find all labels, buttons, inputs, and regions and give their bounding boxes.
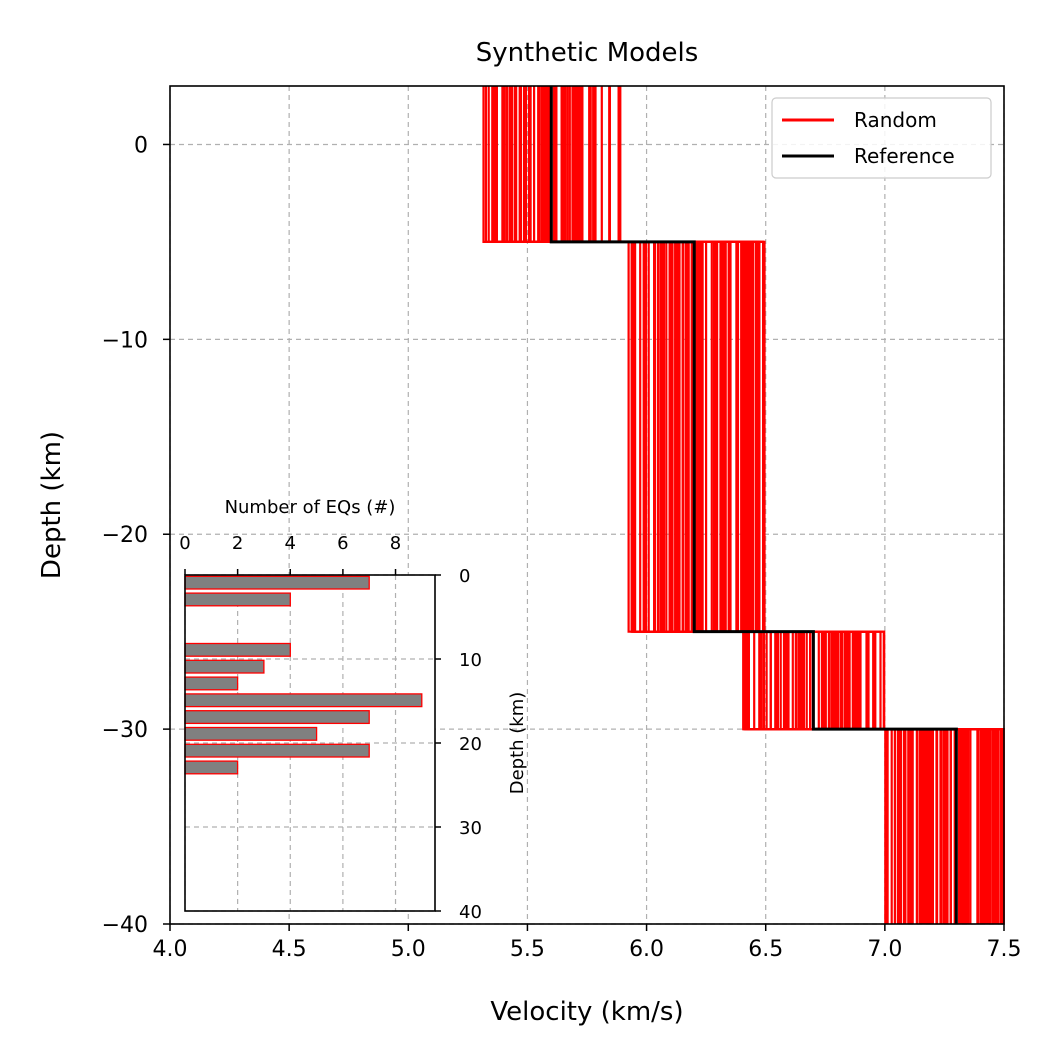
main-y-tick-label: −30 [102,718,148,743]
main-y-tick-label: −20 [102,523,148,548]
main-x-tick-label: 4.0 [153,937,188,962]
inset-x-tick-label: 0 [179,533,190,554]
inset-histogram-bar [184,659,265,674]
random-model-curve [553,86,901,924]
x-axis-label: Velocity (km/s) [490,997,683,1027]
inset-histogram-bar [184,676,239,691]
legend-random-label: Random [854,108,937,132]
random-model-curve [519,86,949,924]
main-x-tick-label: 7.0 [867,937,902,962]
chart-title: Synthetic Models [476,38,699,68]
inset-histogram-bar [184,642,291,657]
legend-reference-label: Reference [854,144,955,168]
main-x-tick-label: 5.5 [510,937,545,962]
inset-y-axis-label: Depth (km) [507,692,528,795]
main-y-tick-label: −10 [102,328,148,353]
inset-x-tick-label: 8 [390,533,401,554]
inset-x-tick-label: 6 [337,533,348,554]
inset-y-tick-label: 30 [459,818,482,839]
inset-histogram-bar [184,743,370,758]
main-y-tick-label: −40 [102,913,148,938]
inset-x-ticks: 0 2 4 6 8 [179,533,401,575]
inset-x-tick-label: 4 [285,533,296,554]
random-model-curve [542,86,921,924]
main-x-tick-label: 5.0 [391,937,426,962]
inset-y-tick-label: 10 [459,650,482,671]
inset-x-tick-label: 2 [232,533,243,554]
random-model-curve [541,86,923,924]
random-model-curve [578,86,903,924]
random-model-curve [555,86,900,924]
y-axis-label: Depth (km) [37,431,67,579]
main-x-tick-label: 7.5 [987,937,1022,962]
inset-y-ticks: 0 10 20 30 40 [435,566,482,923]
random-model-curve [572,86,1005,924]
reference-model-line [549,86,958,924]
inset-histogram-bar [184,710,370,725]
main-y-ticks: 0 −10 −20 −30 −40 [102,133,170,938]
main-y-tick-label: 0 [134,133,148,158]
inset-histogram: 0 2 4 6 8 0 10 20 30 40 Number of EQs (#) Depth … [179,497,528,923]
random-model-lines [482,86,1005,924]
inset-y-tick-label: 0 [459,566,470,587]
inset-histogram-bar [184,760,239,775]
main-axes-frame [169,85,1005,925]
inset-histogram-bar [184,592,291,607]
inset-histogram-bar [184,575,370,590]
legend-box [771,97,992,179]
random-model-curve [519,86,945,924]
inset-y-tick-label: 40 [459,902,482,923]
main-x-tick-label: 6.5 [748,937,783,962]
inset-histogram-bar [184,726,318,741]
reference-model-curve [549,86,958,924]
inset-histogram-bar [184,693,423,708]
main-x-tick-label: 4.5 [272,937,307,962]
inset-y-tick-label: 20 [459,734,482,755]
inset-x-axis-label: Number of EQs (#) [225,497,396,518]
main-x-ticks: 4.0 4.5 5.0 5.5 6.0 6.5 7.0 7.5 [153,924,1022,962]
legend: Random Reference [771,97,992,179]
main-x-tick-label: 6.0 [629,937,664,962]
